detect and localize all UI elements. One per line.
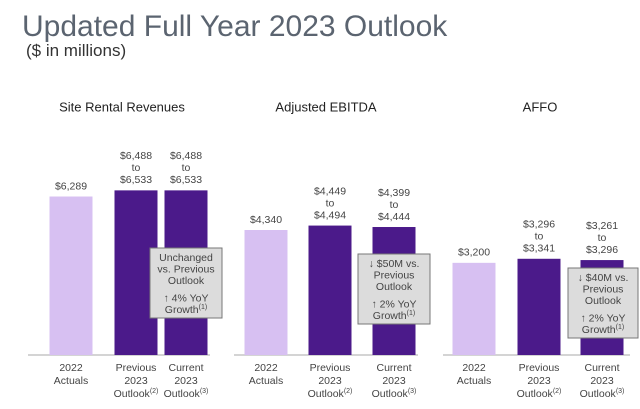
category-label: Actuals xyxy=(457,375,491,387)
category-label: Previous xyxy=(310,362,351,374)
range-word: to xyxy=(132,162,141,174)
callout-box xyxy=(357,253,431,325)
callout-text: Growth(1) xyxy=(165,304,207,316)
callout-text: ↑ 2% YoY xyxy=(581,312,626,324)
value-label: $6,289 xyxy=(55,180,87,192)
bar xyxy=(49,196,93,355)
range-word: to xyxy=(598,232,607,244)
category-label: Outlook(3) xyxy=(372,388,417,400)
bar xyxy=(452,262,496,355)
value-label: $6,488 xyxy=(170,150,202,162)
callout-text: Unchanged xyxy=(159,252,213,264)
callout-text: Outlook xyxy=(168,275,205,287)
callout-text: Growth(1) xyxy=(582,324,624,336)
callout-text: Outlook xyxy=(376,281,413,293)
value-label: $3,200 xyxy=(458,247,490,259)
value-label: $3,261 xyxy=(586,220,618,232)
page-title: Updated Full Year 2023 Outlook xyxy=(22,10,448,43)
category-label: 2023 xyxy=(124,375,148,387)
category-label: Outlook(2) xyxy=(517,388,562,400)
category-label: 2022 xyxy=(462,362,486,374)
value-label: $4,449 xyxy=(314,185,346,197)
bar xyxy=(244,230,288,355)
value-label: $3,296 xyxy=(523,219,555,231)
category-label: Outlook(3) xyxy=(164,388,209,400)
callout-text: ↓ $50M vs. xyxy=(369,258,420,270)
category-label: 2023 xyxy=(174,375,198,387)
bar xyxy=(308,225,352,355)
category-label: 2023 xyxy=(527,375,551,387)
category-label: Actuals xyxy=(54,375,88,387)
category-label: Outlook(2) xyxy=(114,388,159,400)
category-label: Current xyxy=(376,362,411,374)
category-label: 2022 xyxy=(59,362,83,374)
range-word: to xyxy=(326,197,335,209)
value-label: $4,399 xyxy=(378,187,410,199)
callout-text: Previous xyxy=(583,283,624,295)
range-word: to xyxy=(390,199,399,211)
callout-text: ↑ 2% YoY xyxy=(372,298,417,310)
category-label: 2023 xyxy=(318,375,342,387)
value-label: $6,488 xyxy=(120,150,152,162)
range-word: to xyxy=(182,162,191,174)
value-label-high: $6,533 xyxy=(170,174,202,186)
value-label-high: $4,494 xyxy=(314,209,346,221)
value-label-high: $6,533 xyxy=(120,174,152,186)
value-label-high: $4,444 xyxy=(378,211,410,223)
category-label: Current xyxy=(584,362,619,374)
value-label-high: $3,341 xyxy=(523,243,555,255)
chart-title: Site Rental Revenues xyxy=(59,99,185,114)
category-label: Outlook(3) xyxy=(580,388,625,400)
bar xyxy=(517,258,561,355)
category-label: 2023 xyxy=(590,375,614,387)
callout-text: Previous xyxy=(374,269,415,281)
value-label: $4,340 xyxy=(250,214,282,226)
page-subtitle: ($ in millions) xyxy=(26,41,126,60)
callout-box xyxy=(149,247,223,319)
category-label: Previous xyxy=(519,362,560,374)
category-label: Actuals xyxy=(249,375,283,387)
callout-text: vs. Previous xyxy=(157,263,214,275)
category-label: Outlook(2) xyxy=(308,388,353,400)
category-label: Previous xyxy=(116,362,157,374)
chart-title: AFFO xyxy=(523,99,558,114)
callout-text: ↑ 4% YoY xyxy=(164,292,209,304)
callout-text: ↓ $40M vs. xyxy=(578,272,629,284)
category-label: 2023 xyxy=(382,375,406,387)
callout-text: Growth(1) xyxy=(373,310,415,322)
category-label: 2022 xyxy=(254,362,278,374)
range-word: to xyxy=(535,231,544,243)
callout-text: Outlook xyxy=(585,295,622,307)
category-label: Current xyxy=(168,362,203,374)
chart-title: Adjusted EBITDA xyxy=(275,99,376,114)
callout-box xyxy=(567,267,639,339)
value-label-high: $3,296 xyxy=(586,244,618,256)
